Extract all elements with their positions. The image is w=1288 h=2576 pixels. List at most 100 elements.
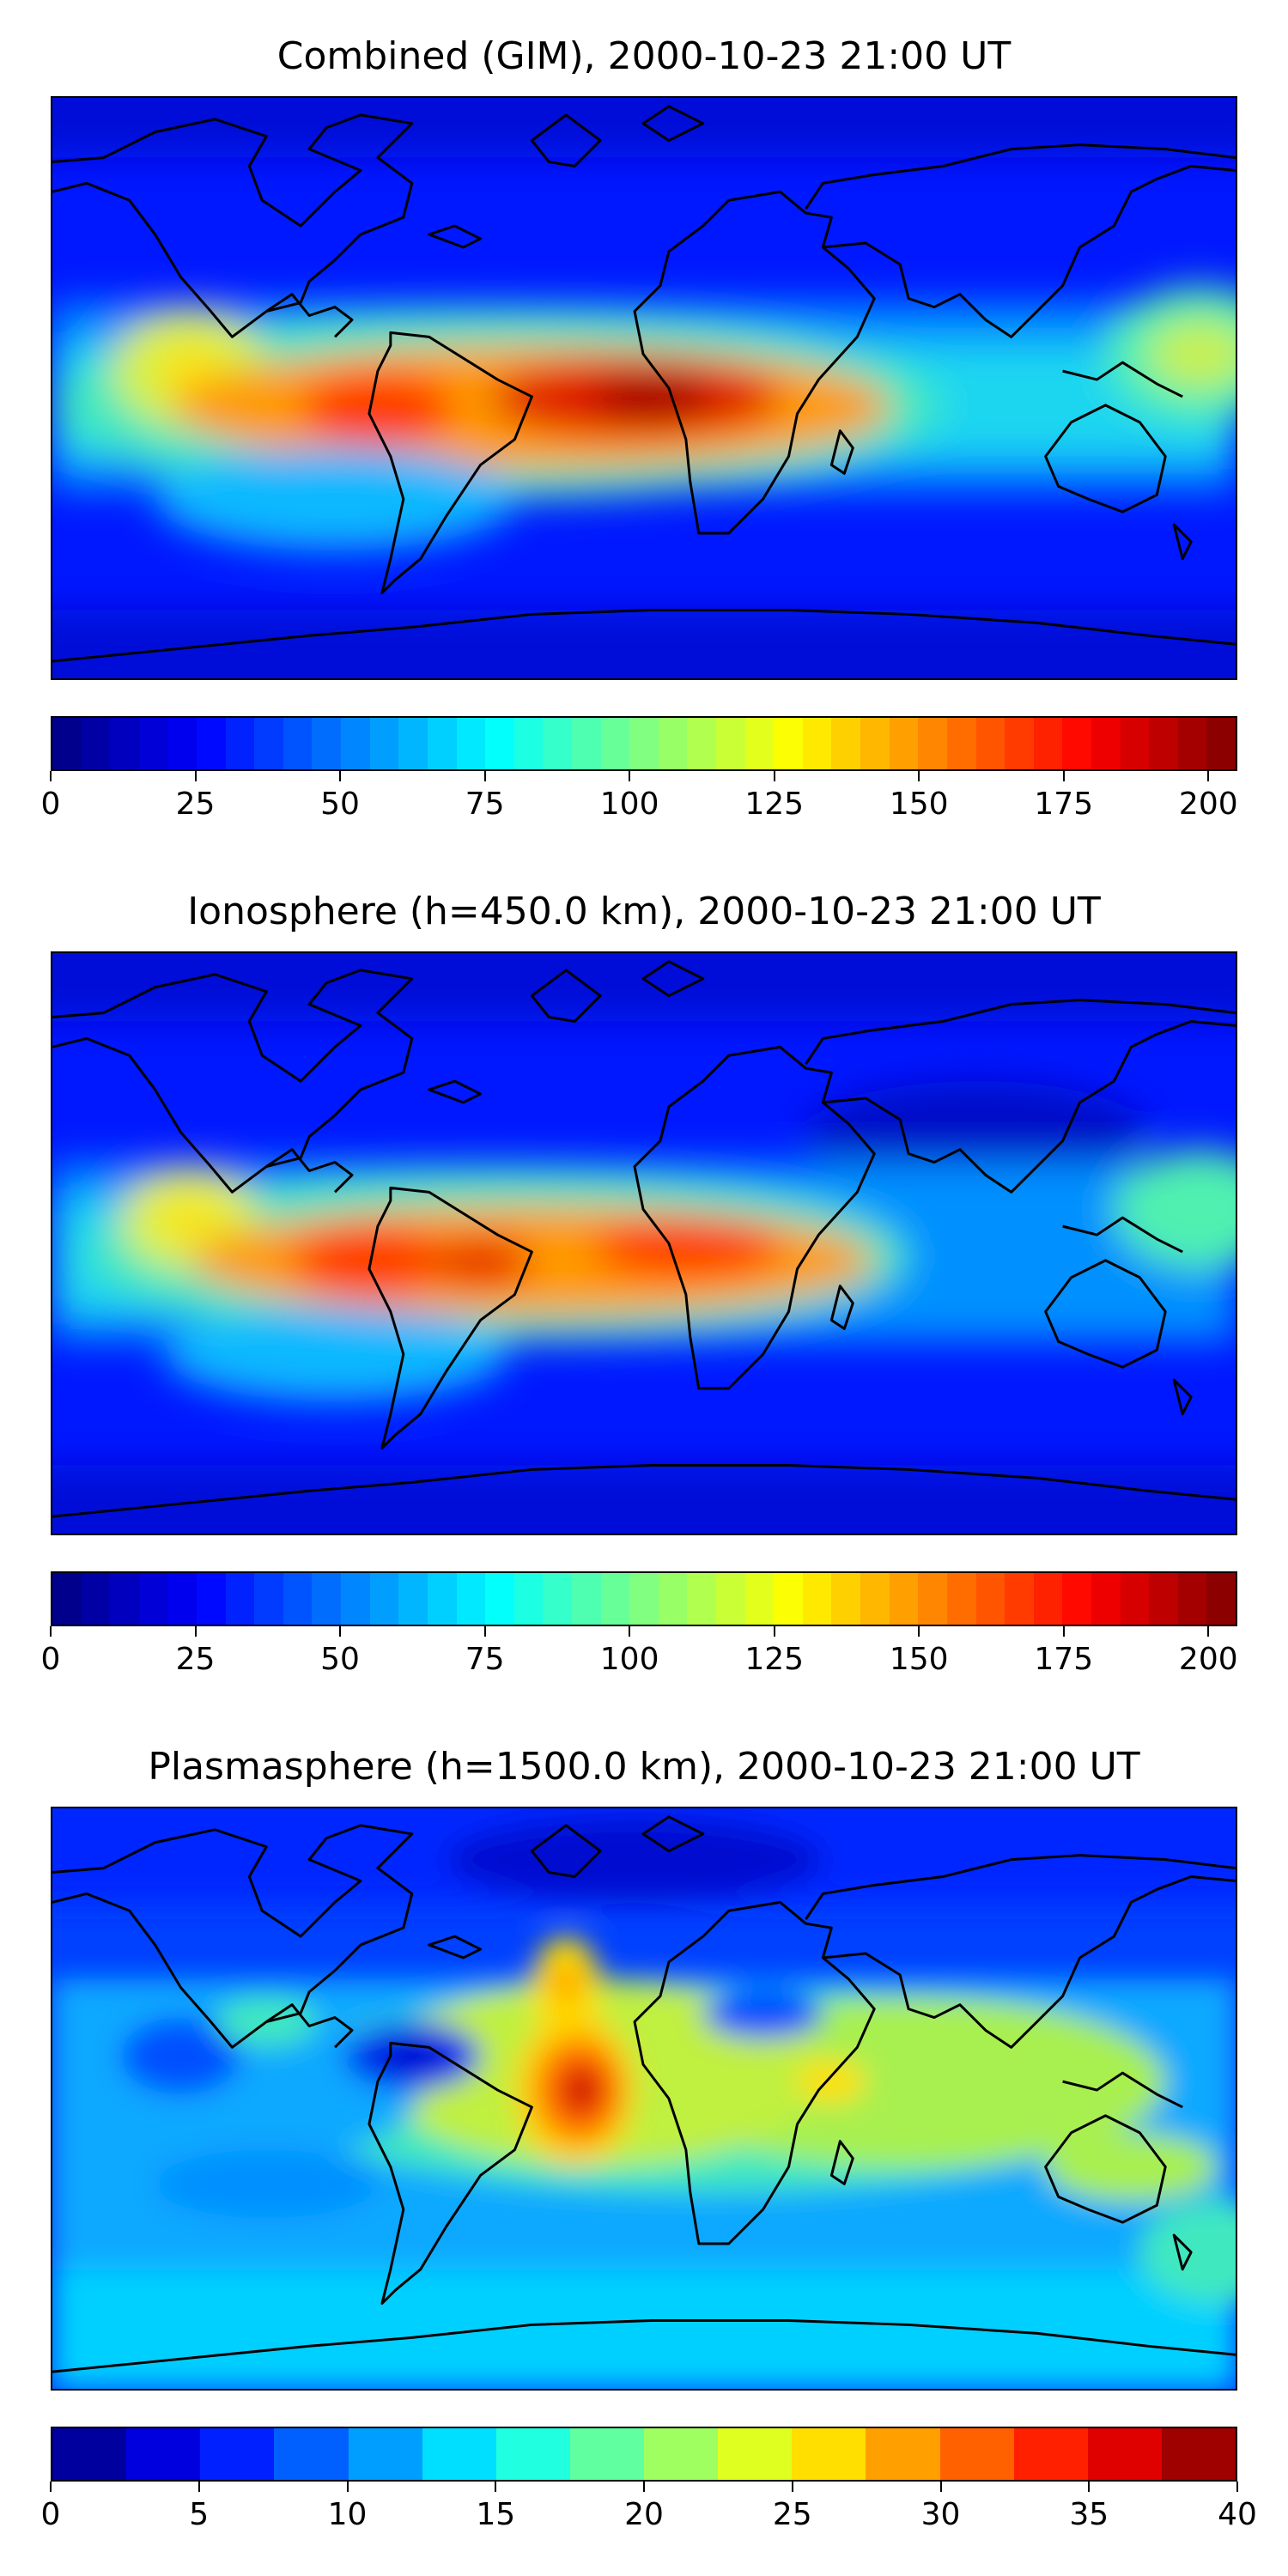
panel-3-colorbar-ticks: 0 5 10 15 20 25 30 35 40 [41,2482,1257,2533]
colorbar-segment [254,1573,283,1625]
colorbar-tick [773,1626,775,1637]
colorbar-segment [197,718,226,769]
colorbar-segment [687,1573,717,1625]
colorbar-segment [569,2428,644,2480]
colorbar-tick [483,1626,486,1637]
colorbar-tick [194,771,197,781]
colorbar-segment [939,2428,1014,2480]
colorbar-segment [495,2428,570,2480]
colorbar-segment [398,1573,428,1625]
ionosphere-map [51,951,1237,1535]
panel-2-title: Ionosphere (h=450.0 km), 2000-10-23 21:0… [187,890,1101,933]
colorbar-tick-label: 50 [320,787,360,822]
colorbar-tick-label: 0 [40,2497,61,2532]
colorbar-segment [312,1573,342,1625]
tec-field [52,98,1236,678]
colorbar-segment [600,718,630,769]
colorbar-tick-label: 150 [889,1642,949,1677]
colorbar-segment [427,718,457,769]
tec-field [52,1808,1236,2389]
colorbar-segment [513,1573,544,1625]
colorbar-segment [716,718,745,769]
colorbar-tick-label: 30 [920,2497,961,2532]
colorbar-tick-label: 200 [1178,1642,1238,1677]
colorbar-segment [52,1573,82,1625]
colorbar-segment [1013,2428,1088,2480]
colorbar-tick-label: 75 [465,787,505,822]
colorbar-tick [50,2482,52,2492]
colorbar-tick [50,771,52,781]
colorbar-tick [939,2482,942,2492]
colorbar-tick [197,2482,200,2492]
colorbar-segment [718,2428,793,2480]
colorbar-segment [629,1573,659,1625]
colorbar-segment [422,2428,496,2480]
colorbar-segment [52,718,82,769]
colorbar-segment [831,718,861,769]
colorbar-tick [918,771,920,781]
colorbar-tick-label: 20 [624,2497,664,2532]
colorbar-segment [716,1573,745,1625]
colorbar-segment [369,718,399,769]
colorbar-segment [571,718,601,769]
colorbar-tick-label: 25 [175,787,216,822]
colorbar-segment [600,1573,630,1625]
colorbar-tick [346,2482,349,2492]
colorbar-segment [138,1573,168,1625]
colorbar-segment [167,1573,197,1625]
colorbar-tick-label: 35 [1069,2497,1109,2532]
colorbar-tick [773,771,775,781]
colorbar-segment [946,718,976,769]
colorbar-segment [200,2428,275,2480]
colorbar-segment [1177,718,1207,769]
colorbar-tick-label: 15 [476,2497,516,2532]
colorbar-tick [1062,771,1065,781]
colorbar-segment [485,718,514,769]
colorbar-tick-label: 100 [599,787,659,822]
colorbar-segment [1062,1573,1091,1625]
panel-2-colorbar [51,1571,1237,1626]
colorbar-segment [629,718,659,769]
colorbar-tick-label: 100 [599,1642,659,1677]
colorbar-segment [918,1573,947,1625]
colorbar-segment [341,718,370,769]
colorbar-segment [485,1573,514,1625]
colorbar-segment [1206,718,1236,769]
colorbar-tick [1207,1626,1210,1637]
colorbar-segment [571,1573,601,1625]
colorbar-tick-label: 50 [320,1642,360,1677]
colorbar-segment [975,1573,1005,1625]
colorbar-tick-label: 175 [1034,1642,1094,1677]
colorbar-segment [658,718,688,769]
colorbar-segment [1206,1573,1236,1625]
colorbar-segment [197,1573,226,1625]
colorbar-segment [975,718,1005,769]
colorbar-tick [339,771,342,781]
colorbar-segment [1005,718,1034,769]
colorbar-segment [802,1573,832,1625]
panel-1-colorbar [51,716,1237,771]
colorbar-tick-label: 150 [889,787,949,822]
colorbar-tick [629,771,631,781]
colorbar-segment [110,718,139,769]
colorbar-tick-label: 0 [40,1642,61,1677]
colorbar-segment [225,1573,255,1625]
plasmasphere-map [51,1807,1237,2391]
colorbar-segment [312,718,342,769]
colorbar-segment [110,1573,139,1625]
panel-3-colorbar [51,2427,1237,2482]
colorbar-segment [283,1573,313,1625]
colorbar-segment [889,1573,919,1625]
coastlines [52,1815,1236,2373]
colorbar-segment [225,718,255,769]
tec-field [52,953,1236,1534]
colorbar-segment [52,2428,127,2480]
colorbar-segment [427,1573,457,1625]
panel-3-title: Plasmasphere (h=1500.0 km), 2000-10-23 2… [148,1745,1140,1789]
colorbar-segment [1062,718,1091,769]
colorbar-segment [658,1573,688,1625]
colorbar-segment [254,718,283,769]
colorbar-segment [1161,2428,1236,2480]
colorbar-segment [889,718,919,769]
colorbar-tick [1088,2482,1091,2492]
